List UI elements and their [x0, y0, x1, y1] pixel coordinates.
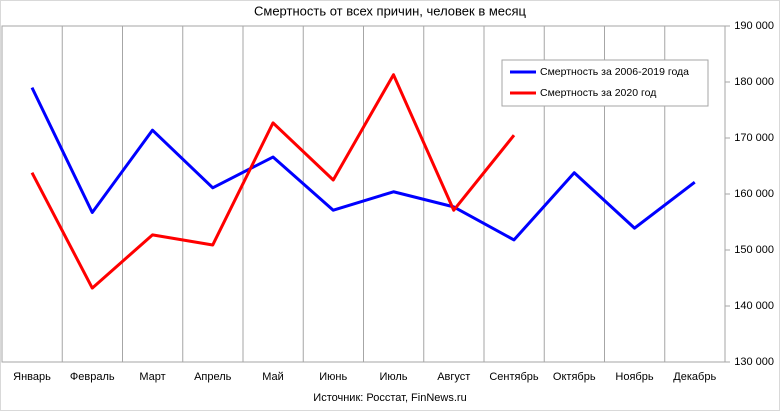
y-tick-label: 130 000	[734, 356, 774, 368]
legend-box	[501, 59, 709, 107]
series-line	[30, 86, 696, 242]
series-line	[30, 73, 516, 290]
legend-label: Смертность за 2020 год	[540, 87, 656, 99]
chart-title: Смертность от всех причин, человек в мес…	[254, 3, 527, 18]
x-tick-label: Март	[139, 371, 165, 383]
x-tick-label: Декабрь	[673, 371, 716, 383]
x-tick-label: Май	[262, 371, 284, 383]
x-tick-label: Январь	[13, 371, 51, 383]
x-tick-label: Апрель	[194, 371, 232, 383]
legend-label: Смертность за 2006-2019 года	[540, 66, 689, 78]
x-tick-label: Июнь	[319, 371, 347, 383]
x-tick-label: Август	[437, 371, 470, 383]
y-tick-label: 180 000	[734, 76, 774, 88]
x-tick-label: Октябрь	[553, 371, 596, 383]
x-tick-label: Июль	[379, 371, 407, 383]
y-tick-label: 140 000	[734, 300, 774, 312]
x-tick-label: Февраль	[70, 371, 115, 383]
y-tick-label: 170 000	[734, 132, 774, 144]
y-tick-label: 150 000	[734, 244, 774, 256]
y-tick-label: 190 000	[734, 20, 774, 32]
x-tick-label: Сентябрь	[489, 371, 539, 383]
source: Источник: Росстат, FinNews.ru	[313, 392, 466, 404]
x-tick-label: Ноябрь	[615, 371, 653, 383]
y-tick-label: 160 000	[734, 188, 774, 200]
